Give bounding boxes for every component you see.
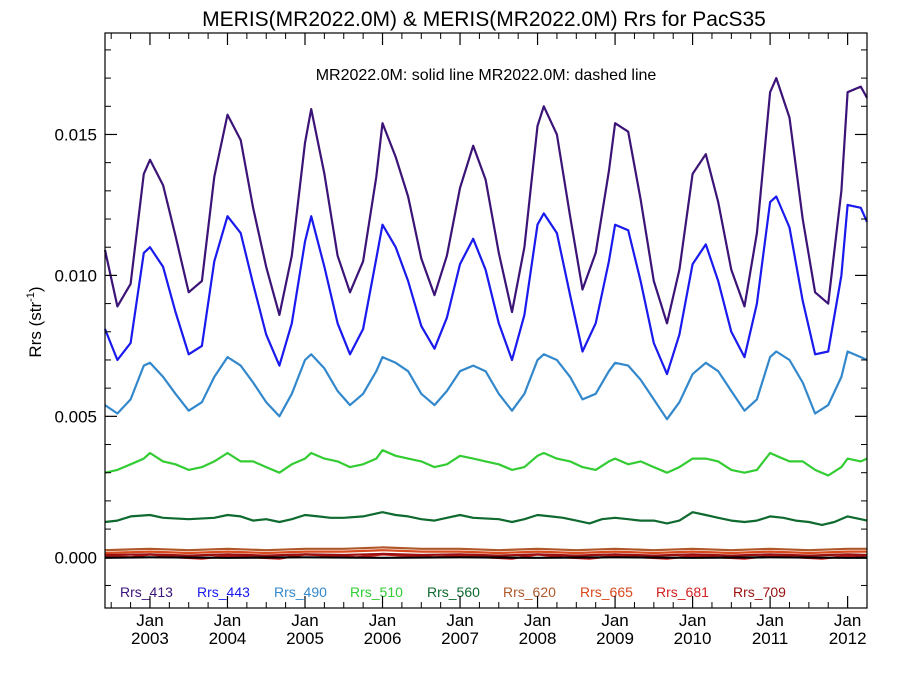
legend-label: Rrs_709 [733, 584, 786, 600]
series-line-rrs-443 [103, 195, 869, 376]
x-tick-year-label: 2012 [829, 629, 867, 648]
x-tick-month-label: Jan [136, 611, 163, 630]
x-tick-month-label: Jan [446, 611, 473, 630]
x-tick-year-label: 2009 [596, 629, 634, 648]
x-tick-month-label: Jan [369, 611, 396, 630]
x-axis: Jan2003Jan2004Jan2005Jan2006Jan2007Jan20… [110, 33, 868, 648]
x-tick-month-label: Jan [679, 611, 706, 630]
series-line-rrs-510 [104, 449, 868, 477]
x-tick-month-label: Jan [214, 611, 241, 630]
x-tick-month-label: Jan [756, 611, 783, 630]
legend-label: Rrs_620 [503, 584, 556, 600]
x-tick-year-label: 2007 [441, 629, 479, 648]
x-tick-month-label: Jan [834, 611, 861, 630]
y-tick-label: 0.005 [54, 407, 97, 426]
legend-label: Rrs_681 [656, 584, 709, 600]
x-tick-year-label: 2011 [752, 629, 789, 648]
x-tick-year-label: 2005 [286, 629, 324, 648]
y-tick-label: 0.000 [54, 548, 97, 567]
y-axis-label-main: Rrs (str [26, 302, 45, 358]
legend-label: Rrs_413 [120, 584, 173, 600]
series-line-rrs-413 [103, 77, 868, 325]
legend-label: Rrs_510 [350, 584, 403, 600]
x-tick-year-label: 2006 [364, 629, 402, 648]
plot-frame [104, 32, 868, 609]
series-layer [103, 77, 869, 560]
series-line-rrs-709 [104, 552, 868, 557]
series-line-rrs-665 [104, 549, 867, 555]
y-tick-label: 0.010 [54, 266, 97, 285]
y-tick-label: 0.015 [54, 125, 97, 144]
y-axis-label-exponent: -1 [25, 292, 37, 302]
legend-label: Rrs_490 [274, 584, 327, 600]
series-line-rrs-620 [104, 546, 867, 552]
x-tick-year-label: 2010 [674, 629, 712, 648]
x-tick-year-label: 2004 [209, 629, 247, 648]
series-line-baseline [104, 556, 867, 559]
x-tick-month-label: Jan [291, 611, 318, 630]
chart-title: MERIS(MR2022.0M) & MERIS(MR2022.0M) Rrs … [202, 8, 766, 31]
x-tick-year-label: 2003 [131, 629, 169, 648]
series-line-rrs-560 [104, 511, 868, 526]
series-line-rrs-490 [104, 350, 868, 421]
y-axis: 0.000 0.005 0.010 0.015 [54, 49, 867, 586]
x-tick-month-label: Jan [601, 611, 628, 630]
legend: Rrs_413 Rrs_443 Rrs_490 Rrs_510 Rrs_560 Rrs_6… [120, 584, 786, 600]
y-axis-label-close: ) [26, 286, 45, 292]
y-axis-label: Rrs (str-1) [25, 286, 45, 357]
legend-label: Rrs_665 [580, 584, 633, 600]
x-tick-year-label: 2008 [519, 629, 557, 648]
x-tick-month-label: Jan [524, 611, 551, 630]
legend-label: Rrs_560 [427, 584, 480, 600]
legend-label: Rrs_443 [197, 584, 250, 600]
line-style-note: MR2022.0M: solid line MR2022.0M: dashed … [316, 67, 657, 84]
